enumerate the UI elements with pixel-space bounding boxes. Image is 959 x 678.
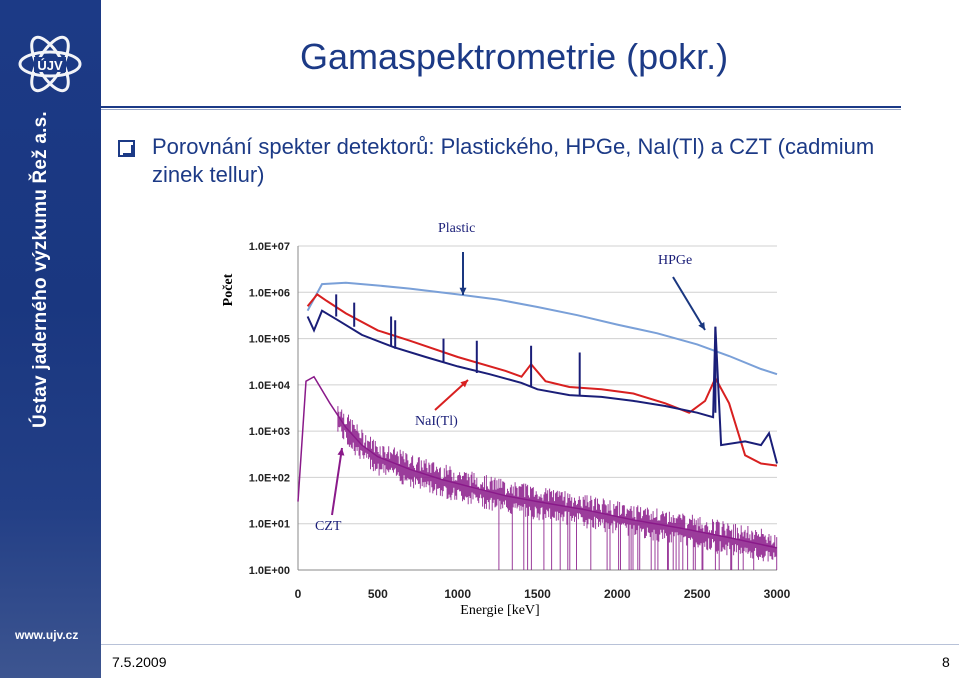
spectrum-chart: 1.0E+00 1.0E+01 1.0E+02 1.0E+03 1.0E+04 1.0E+… [221, 221, 791, 618]
x-tick-label: 0 [295, 587, 302, 601]
bullet-text: Porovnání spekter detektorů: Plastického… [152, 134, 875, 187]
y-tick-label: 1.0E+05 [249, 334, 290, 346]
series-line-czt [297, 375, 778, 549]
y-tick-label: 1.0E+02 [249, 472, 290, 484]
hpge-peaks [335, 294, 717, 413]
y-tick-label: 1.0E+01 [249, 519, 290, 531]
x-tick-label: 1000 [444, 587, 471, 601]
checkbox-bullet-icon [118, 140, 135, 157]
title-divider [101, 106, 901, 110]
sidebar: ÚJV Ústav jaderného výzkumu Řež a.s. www… [0, 0, 101, 678]
footer-date: 7.5.2009 [112, 654, 167, 670]
annotation-label: CZT [315, 519, 342, 534]
series-line-plastic [306, 281, 778, 376]
czt-noise [337, 406, 778, 570]
series-line-hpge [306, 309, 778, 464]
annotation-label: NaI(Tl) [415, 414, 458, 429]
annotation-label: HPGe [658, 253, 692, 268]
y-tick-label: 1.0E+00 [249, 565, 290, 577]
series-line-naitl [306, 293, 778, 467]
website-link[interactable]: www.ujv.cz [15, 628, 79, 642]
x-tick-label: 3000 [764, 587, 791, 601]
annotation-arrow [434, 379, 469, 411]
y-axis-label: Počet [221, 273, 236, 306]
annotation-arrowhead [459, 287, 467, 295]
x-tick-label: 500 [368, 587, 388, 601]
annotation-arrowhead [337, 448, 345, 456]
annotation-label: Plastic [438, 221, 475, 236]
x-axis-label: Energie [keV] [460, 603, 539, 618]
page-number: 8 [942, 654, 950, 670]
x-tick-label: 2000 [604, 587, 631, 601]
annotation-arrowhead [698, 322, 705, 330]
y-tick-label: 1.0E+04 [249, 380, 291, 392]
annotation-arrow [672, 276, 706, 331]
annotation-arrowhead [460, 380, 468, 388]
footer-divider [101, 644, 959, 645]
y-tick-label: 1.0E+03 [249, 426, 290, 438]
logo-text: ÚJV [37, 58, 63, 73]
slide-title: Gamaspektrometrie (pokr.) [300, 36, 729, 77]
y-tick-label: 1.0E+06 [249, 287, 290, 299]
x-tick-label: 1500 [524, 587, 551, 601]
annotation-arrow [331, 447, 343, 516]
ujv-logo-icon: ÚJV [18, 35, 82, 93]
sidebar-company-name: Ústav jaderného výzkumu Řež a.s. [30, 111, 51, 428]
y-tick-label: 1.0E+07 [249, 241, 290, 253]
x-tick-label: 2500 [684, 587, 711, 601]
